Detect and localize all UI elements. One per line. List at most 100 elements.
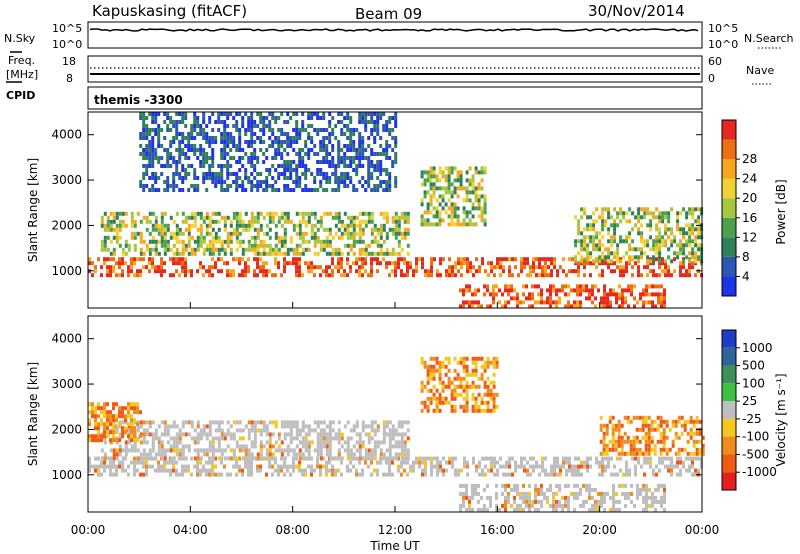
scatter-cell <box>247 448 251 453</box>
scatter-cell <box>199 128 203 132</box>
scatter-cell <box>325 460 328 465</box>
scatter-cell <box>480 206 484 211</box>
scatter-cell <box>435 198 439 203</box>
scatter-cell <box>594 499 597 504</box>
scatter-cell <box>250 184 254 188</box>
scatter-cell <box>423 194 427 199</box>
scatter-cell <box>277 436 281 441</box>
scatter-cell <box>97 430 100 435</box>
scatter-cell <box>580 239 584 244</box>
scatter-cell <box>277 164 281 168</box>
scatter-cell <box>301 124 305 128</box>
scatter-cell <box>220 112 224 116</box>
scatter-cell <box>127 448 131 453</box>
scatter-cell <box>331 160 335 164</box>
scatter-cell <box>109 273 112 278</box>
scatter-cell <box>441 194 445 199</box>
scatter-cell <box>394 428 398 433</box>
scatter-cell <box>235 148 239 152</box>
scatter-cell <box>642 499 645 504</box>
scatter-cell <box>331 164 335 168</box>
scatter-cell <box>307 112 311 116</box>
scatter-cell <box>244 265 247 270</box>
scatter-cell <box>253 456 257 461</box>
scatter-cell <box>154 120 158 124</box>
scatter-cell <box>537 292 540 297</box>
scatter-cell <box>688 211 692 216</box>
scatter-cell <box>295 269 298 274</box>
scatter-cell <box>217 420 221 425</box>
scatter-cell <box>103 440 107 445</box>
scatter-cell <box>220 188 224 192</box>
scatter-cell <box>652 243 656 248</box>
scatter-cell <box>328 152 332 156</box>
scatter-cell <box>319 432 323 437</box>
scatter-cell <box>151 420 155 425</box>
scatter-cell <box>199 227 203 232</box>
scatter-cell <box>504 495 507 500</box>
scatter-cell <box>103 402 106 407</box>
scatter-cell <box>637 273 640 278</box>
scatter-cell <box>289 116 293 120</box>
scatter-cell <box>355 257 358 262</box>
scatter-cell <box>688 227 692 232</box>
scatter-cell <box>462 491 465 496</box>
scatter-cell <box>175 468 178 473</box>
scatter-cell <box>133 472 136 477</box>
scatter-cell <box>526 460 529 465</box>
scatter-cell <box>193 251 197 256</box>
scatter-cell <box>459 507 462 512</box>
scatter-cell <box>391 247 395 252</box>
scatter-cell <box>403 420 407 425</box>
scatter-cell <box>283 464 286 469</box>
scatter-cell <box>196 120 200 124</box>
scatter-cell <box>175 132 179 136</box>
scatter-cell <box>184 152 188 156</box>
scatter-cell <box>635 447 639 452</box>
scatter-cell <box>421 460 424 465</box>
scatter-cell <box>462 222 466 227</box>
scatter-cell <box>586 215 590 220</box>
scatter-cell <box>642 483 645 488</box>
scatter-cell <box>382 180 386 184</box>
scatter-cell <box>621 288 624 293</box>
scatter-cell <box>534 491 537 496</box>
scatter-cell <box>451 460 454 465</box>
scatter-cell <box>340 235 344 240</box>
scatter-cell <box>178 472 181 477</box>
scatter-cell <box>471 360 475 365</box>
scatter-cell <box>205 460 208 465</box>
scatter-cell <box>316 172 320 176</box>
scatter-cell <box>571 472 574 477</box>
scatter-cell <box>355 164 359 168</box>
scatter-cell <box>193 215 197 220</box>
scatter-cell <box>420 400 424 405</box>
scatter-cell <box>244 273 247 278</box>
scatter-cell <box>556 464 559 469</box>
scatter-cell <box>196 148 200 152</box>
scatter-cell <box>283 188 287 192</box>
scatter-cell <box>483 400 487 405</box>
scatter-cell <box>522 499 525 504</box>
scatter-cell <box>607 207 611 212</box>
scatter-cell <box>420 182 424 187</box>
scatter-cell <box>250 164 254 168</box>
scatter-cell <box>480 186 484 191</box>
scatter-cell <box>349 468 352 473</box>
scatter-cell <box>472 456 475 461</box>
scatter-cell <box>492 360 496 365</box>
scatter-cell <box>196 424 200 429</box>
scatter-cell <box>298 273 301 278</box>
scatter-cell <box>187 140 191 144</box>
scatter-cell <box>97 414 100 419</box>
scatter-cell <box>646 207 650 212</box>
scatter-cell <box>142 116 146 120</box>
scatter-cell <box>570 304 573 309</box>
scatter-cell <box>558 483 561 488</box>
scatter-cell <box>689 451 693 456</box>
scatter-cell <box>187 444 191 449</box>
scatter-cell <box>646 265 649 270</box>
scatter-cell <box>370 215 374 220</box>
scatter-cell <box>247 265 250 270</box>
scatter-cell <box>648 284 651 289</box>
